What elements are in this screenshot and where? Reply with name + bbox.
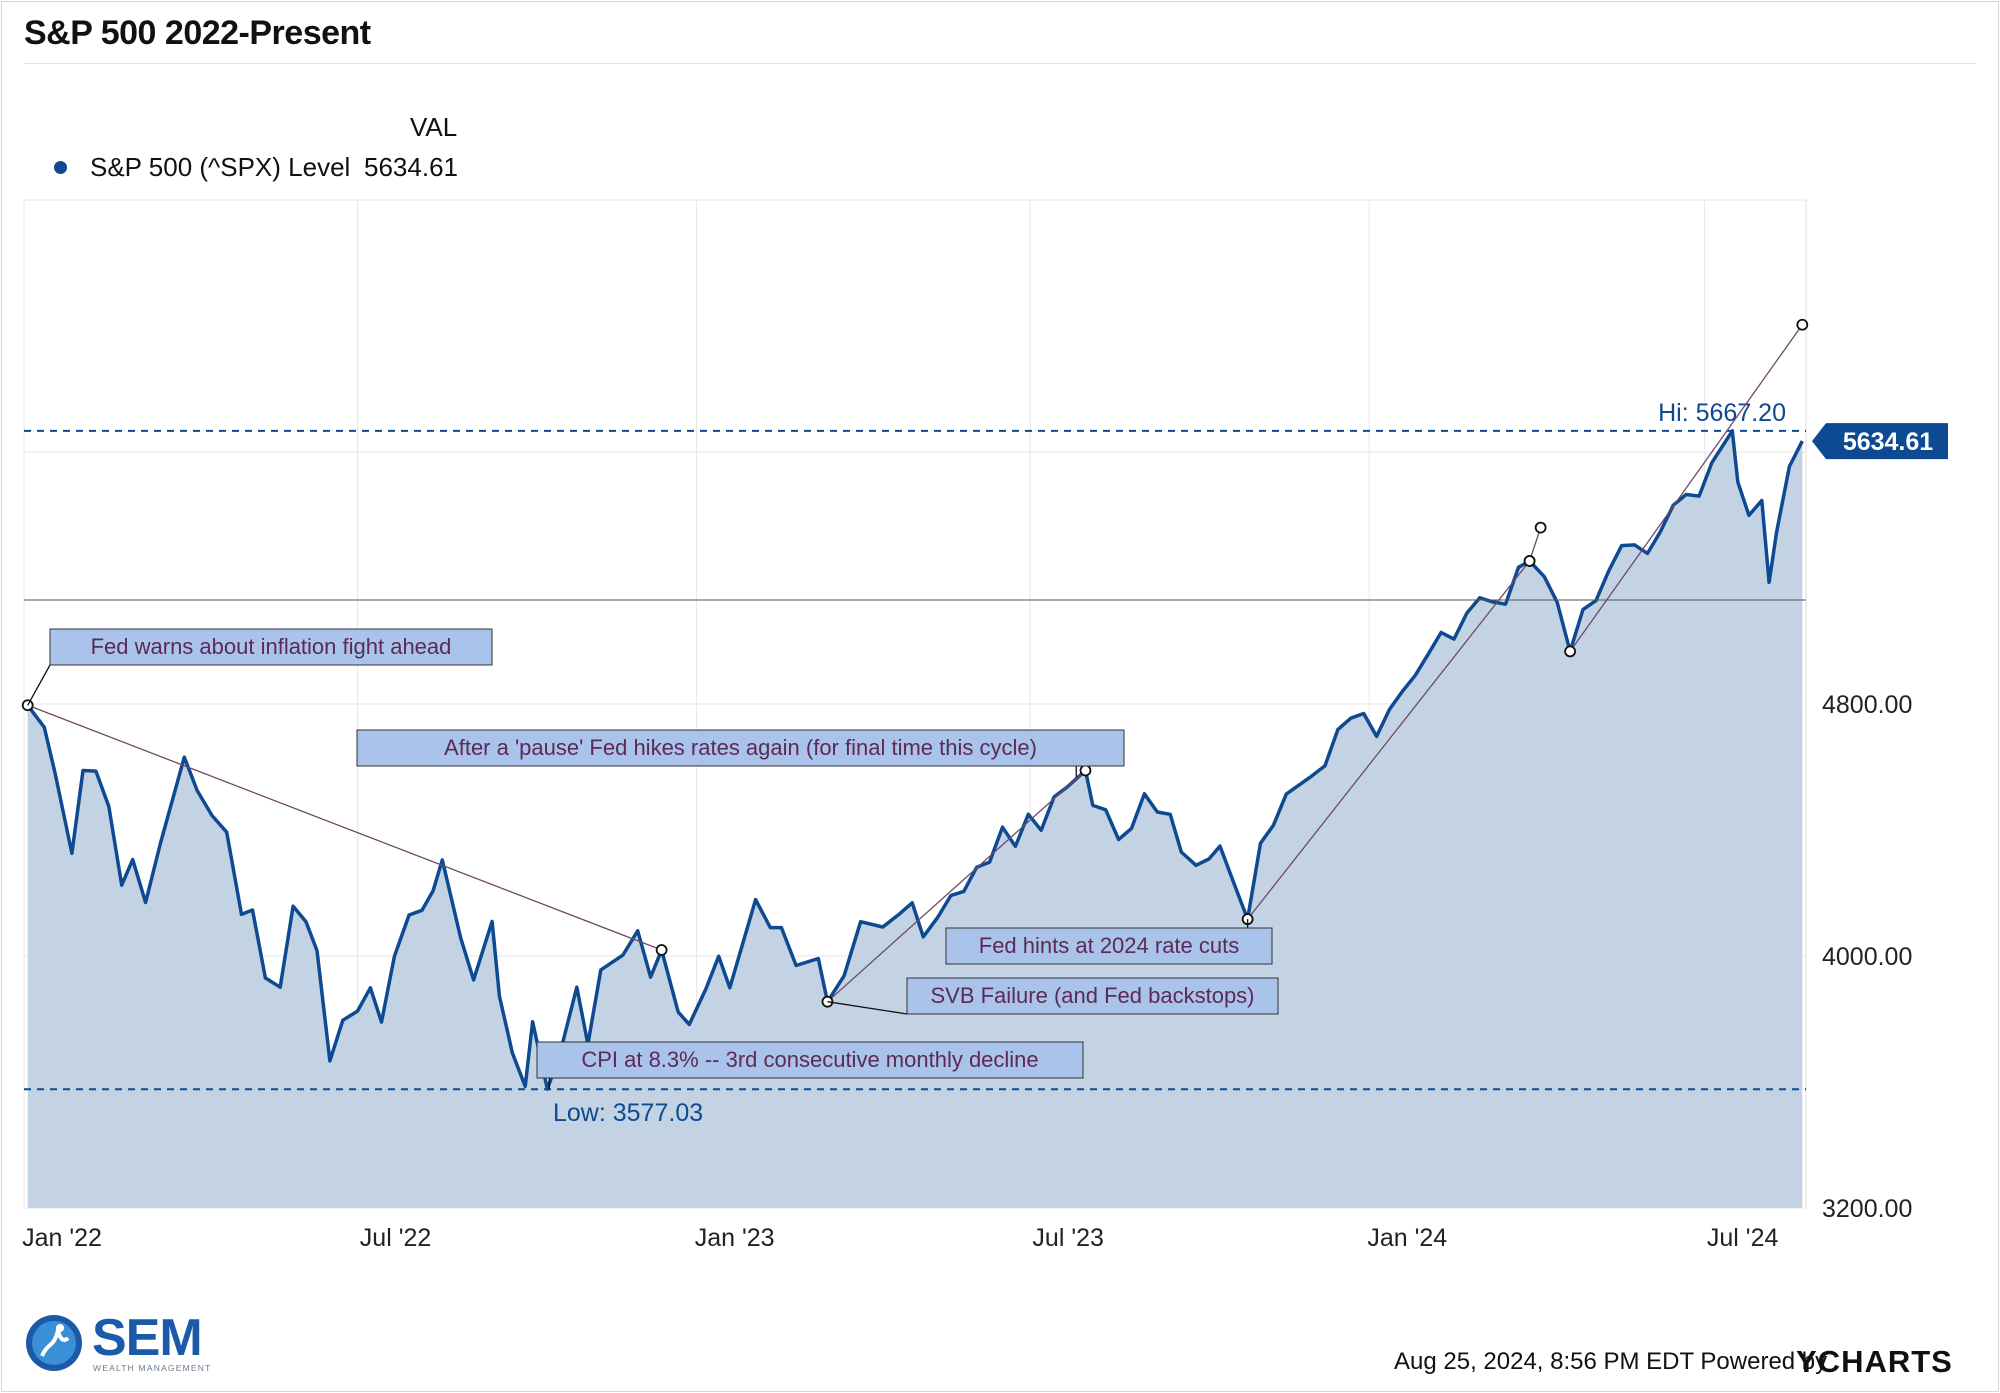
annotation-text: CPI at 8.3% -- 3rd consecutive monthly d… xyxy=(581,1047,1038,1072)
x-tick-label: Jul '23 xyxy=(1032,1224,1103,1252)
annotation-box xyxy=(536,1041,1084,1079)
legend-series-marker-icon xyxy=(54,161,67,174)
legend-series-value: 5634.61 xyxy=(364,152,458,182)
y-tick-label: 3200.00 xyxy=(1822,1195,1912,1223)
sem-logo-subtitle: WEALTH MANAGEMENT xyxy=(93,1363,212,1373)
annotation-connector xyxy=(27,664,51,706)
trend-line xyxy=(1247,560,1531,920)
low-label: Low: 3577.03 xyxy=(553,1099,703,1127)
trend-end-marker xyxy=(655,944,668,956)
x-tick-label: Jan '23 xyxy=(695,1224,775,1252)
annotation-box xyxy=(356,729,1125,767)
trend-start-marker xyxy=(1564,645,1577,658)
annotation-connector xyxy=(827,1001,908,1015)
x-tick-label: Jul '24 xyxy=(1707,1224,1779,1252)
trend-end-marker xyxy=(1796,318,1809,331)
current-value-label: 5634.61 xyxy=(1843,428,1933,456)
chart-title: S&P 500 2022-Present xyxy=(24,14,371,52)
trend-start-marker xyxy=(1523,555,1536,567)
annotation-text: Fed warns about inflation fight ahead xyxy=(91,634,452,659)
current-value-badge xyxy=(1812,423,1948,460)
series-area xyxy=(27,430,1803,1208)
trend-line xyxy=(1569,324,1803,652)
annotation-box xyxy=(49,628,493,666)
annotation-text: Fed hints at 2024 rate cuts xyxy=(979,933,1240,958)
y-tick-label: 4000.00 xyxy=(1822,943,1912,971)
x-tick-label: Jan '22 xyxy=(22,1224,102,1252)
title-divider xyxy=(24,63,1976,64)
trend-start-marker xyxy=(21,699,34,712)
legend-column-header: VAL xyxy=(410,112,458,142)
y-tick-label: 4800.00 xyxy=(1822,691,1912,719)
trend-line xyxy=(27,704,662,951)
x-tick-label: Jan '24 xyxy=(1367,1224,1447,1252)
annotation-text: After a 'pause' Fed hikes rates again (f… xyxy=(444,735,1037,760)
ycharts-brand[interactable]: YCHARTS xyxy=(1796,1344,1953,1379)
trend-line xyxy=(827,769,1086,1003)
annotation-text: SVB Failure (and Fed backstops) xyxy=(930,983,1254,1008)
high-label: Hi: 5667.20 xyxy=(1658,399,1786,427)
sem-logo-text: SEM xyxy=(92,1309,203,1367)
annotation-box xyxy=(906,977,1279,1015)
trend-end-marker xyxy=(1534,521,1547,534)
trend-end-marker xyxy=(1079,764,1092,777)
x-tick-label: Jul '22 xyxy=(360,1224,431,1252)
annotation-box xyxy=(945,927,1273,965)
footer-timestamp: Aug 25, 2024, 8:56 PM EDT Powered by xyxy=(1394,1348,1828,1375)
legend-series-name[interactable]: S&P 500 (^SPX) Level xyxy=(90,152,351,182)
sem-logo-icon xyxy=(26,1315,82,1371)
